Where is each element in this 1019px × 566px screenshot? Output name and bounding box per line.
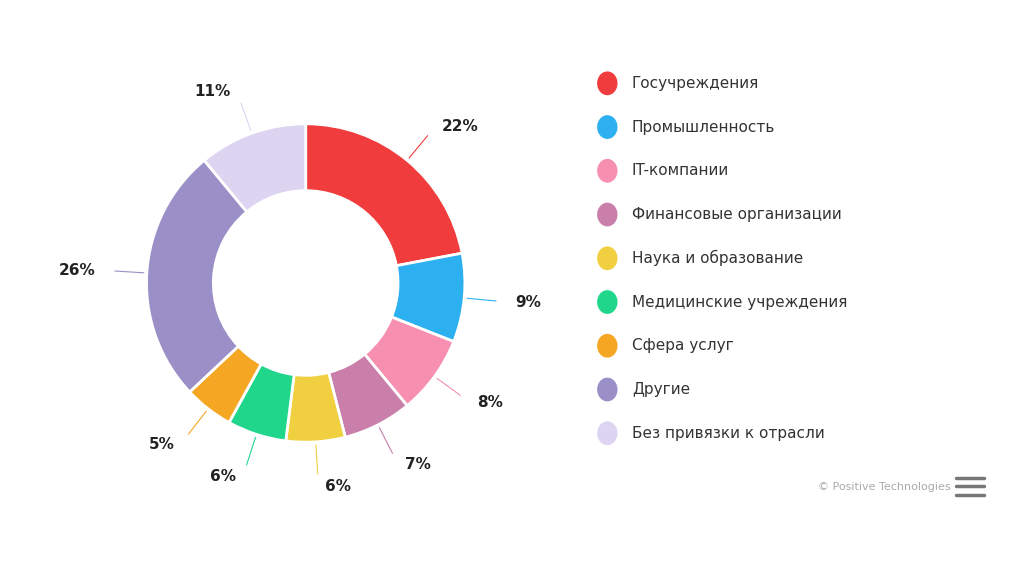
Wedge shape (365, 317, 453, 406)
Text: Медицинские учреждения: Медицинские учреждения (632, 294, 847, 310)
Circle shape (597, 334, 618, 358)
Wedge shape (285, 372, 345, 442)
Circle shape (597, 159, 618, 183)
Text: © Positive Technologies: © Positive Technologies (818, 482, 951, 492)
Circle shape (597, 246, 618, 270)
Text: Сфера услуг: Сфера услуг (632, 338, 734, 353)
Wedge shape (229, 364, 294, 441)
Circle shape (597, 203, 618, 226)
Circle shape (597, 290, 618, 314)
Wedge shape (204, 124, 306, 212)
Wedge shape (391, 253, 465, 342)
Text: 6%: 6% (325, 479, 351, 494)
Text: Промышленность: Промышленность (632, 119, 775, 135)
Wedge shape (329, 354, 408, 437)
Text: 7%: 7% (405, 457, 430, 472)
Wedge shape (190, 346, 261, 422)
Circle shape (597, 378, 618, 401)
Text: 11%: 11% (194, 84, 230, 99)
Text: Госучреждения: Госучреждения (632, 76, 759, 91)
Text: 6%: 6% (210, 469, 236, 484)
Text: Без привязки к отрасли: Без привязки к отрасли (632, 426, 824, 441)
Text: Наука и образование: Наука и образование (632, 250, 803, 267)
Text: Другие: Другие (632, 382, 690, 397)
Text: IT-компании: IT-компании (632, 164, 729, 178)
Text: Финансовые организации: Финансовые организации (632, 207, 842, 222)
Circle shape (597, 115, 618, 139)
Text: 5%: 5% (149, 436, 174, 452)
Wedge shape (147, 160, 247, 392)
Text: 8%: 8% (477, 395, 502, 410)
Text: 9%: 9% (515, 295, 541, 310)
Circle shape (597, 421, 618, 445)
Text: 26%: 26% (59, 263, 96, 278)
Wedge shape (306, 124, 462, 265)
Text: 22%: 22% (442, 118, 479, 134)
Circle shape (597, 71, 618, 95)
